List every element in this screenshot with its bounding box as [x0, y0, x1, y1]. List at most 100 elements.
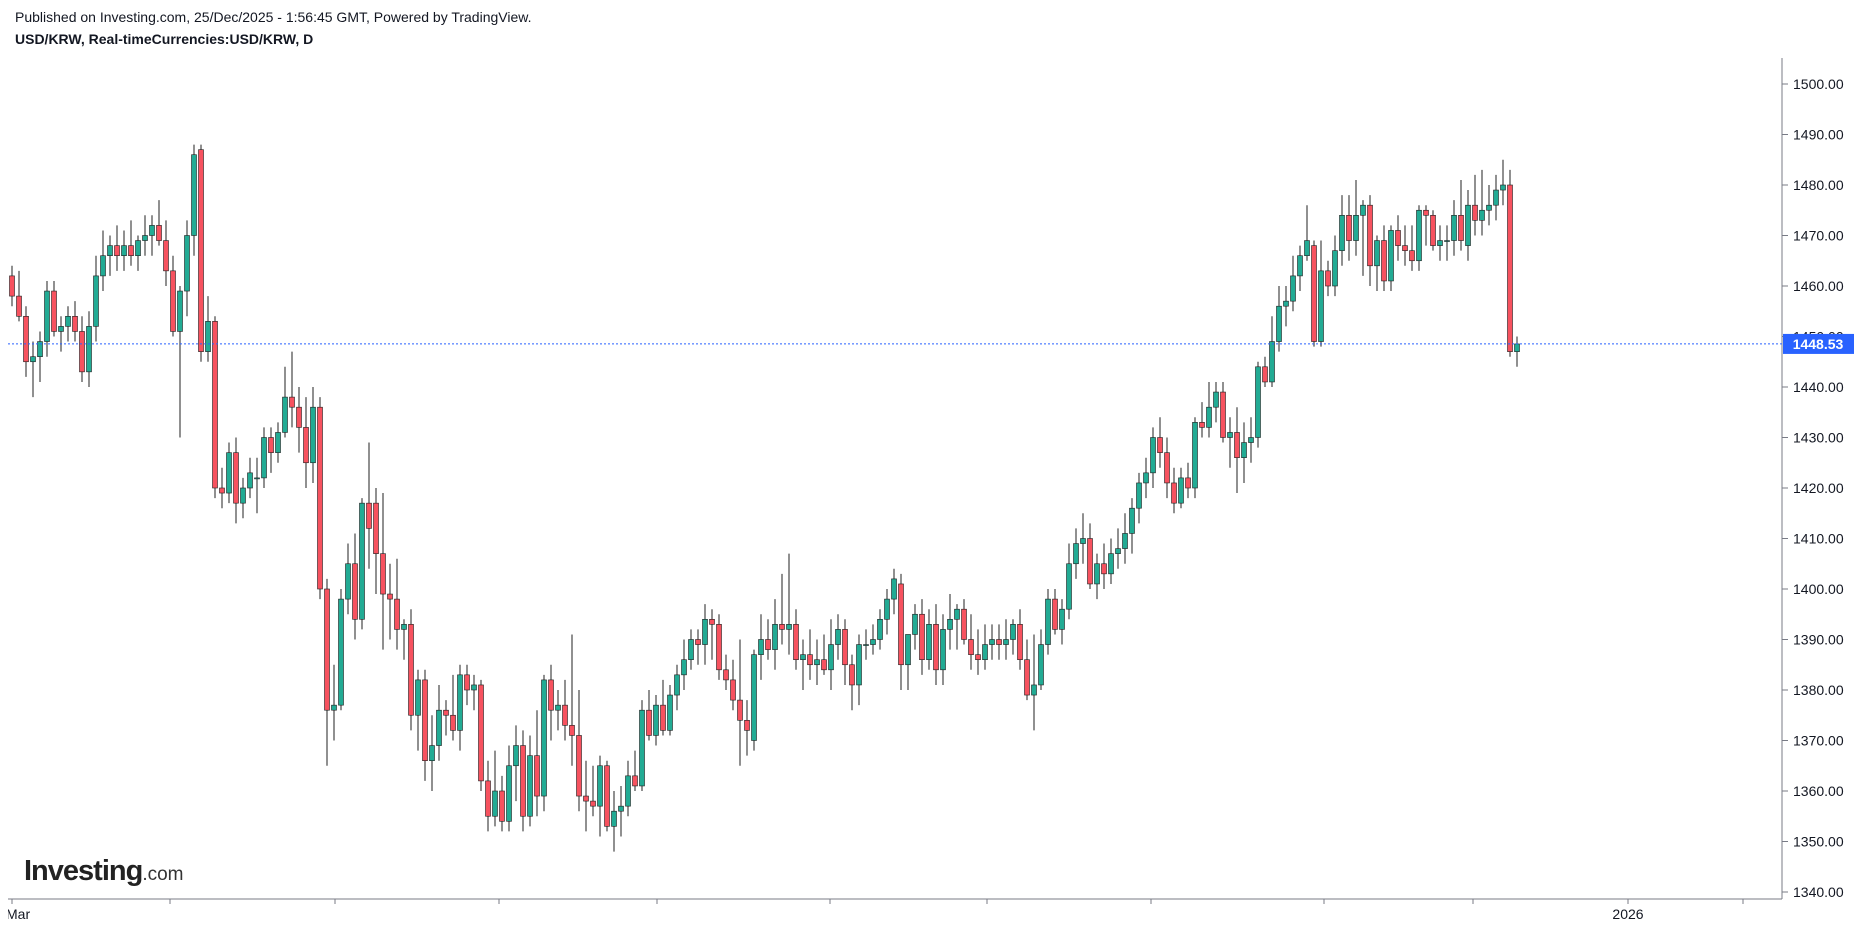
candle-up — [65, 315, 71, 327]
candle-down — [842, 629, 848, 666]
candle-up — [1374, 240, 1380, 267]
candle-up — [611, 810, 617, 827]
candle-down — [450, 714, 456, 731]
candle-up — [1360, 204, 1366, 216]
candle-down — [324, 588, 330, 711]
candle-up — [618, 805, 624, 812]
candle-up — [44, 290, 50, 342]
candle-up — [1297, 255, 1303, 277]
candle-down — [1381, 240, 1387, 282]
candle-down — [163, 240, 169, 272]
candle-down — [366, 502, 372, 529]
candle-down — [1164, 452, 1170, 484]
candle-down — [737, 699, 743, 721]
candle-up — [1339, 215, 1345, 251]
y-tick-label: 1420.00 — [1793, 480, 1844, 496]
candle-down — [821, 659, 827, 671]
candle-up — [1038, 644, 1044, 686]
candle-up — [1276, 305, 1282, 342]
candle-up — [275, 432, 281, 453]
candle-down — [1507, 184, 1513, 352]
candle-up — [926, 624, 932, 660]
candle-down — [1346, 215, 1352, 241]
candle-up — [177, 290, 183, 332]
candle-up — [1241, 442, 1247, 458]
candle-up — [1444, 240, 1450, 242]
candle-down — [1024, 659, 1030, 696]
candle-down — [695, 639, 701, 645]
candle-down — [156, 225, 162, 241]
candle-down — [765, 639, 771, 650]
candle-down — [1402, 245, 1408, 251]
candle-up — [639, 709, 645, 787]
candle-down — [1171, 482, 1177, 504]
candle-down — [289, 396, 295, 408]
candle-up — [758, 639, 764, 655]
candle-up — [100, 255, 106, 277]
candle-up — [863, 644, 869, 646]
candle-down — [1325, 270, 1331, 287]
candle-up — [835, 629, 841, 645]
candle-up — [856, 644, 862, 686]
candle-down — [793, 624, 799, 660]
candle-up — [905, 634, 911, 666]
candle-up — [947, 618, 953, 630]
candle-up — [1122, 533, 1128, 549]
candle-down — [464, 674, 470, 691]
candle-up — [1094, 563, 1100, 585]
candle-up — [254, 477, 260, 480]
candle-up — [1192, 422, 1198, 489]
candle-down — [1311, 245, 1317, 342]
candle-up — [58, 326, 64, 332]
candle-up — [107, 245, 113, 257]
candle-up — [1213, 391, 1219, 408]
candle-down — [268, 437, 274, 453]
candle-up — [1227, 432, 1233, 438]
candle-up — [1178, 477, 1184, 504]
candle-up — [912, 613, 918, 635]
candle-up — [1003, 639, 1009, 645]
candle-down — [919, 613, 925, 661]
candle-down — [1101, 563, 1107, 575]
candle-down — [779, 624, 785, 630]
candle-down — [730, 679, 736, 701]
investing-logo: Investing.com — [24, 855, 184, 888]
candle-down — [51, 290, 57, 332]
candle-down — [128, 245, 134, 257]
candle-up — [1143, 472, 1149, 484]
candle-up — [1353, 215, 1359, 241]
candle-down — [478, 684, 484, 782]
candle-up — [681, 659, 687, 676]
y-tick-label: 1370.00 — [1793, 733, 1844, 749]
candle-down — [583, 795, 589, 802]
candle-up — [870, 639, 876, 645]
candle-up — [338, 598, 344, 706]
candle-up — [702, 618, 708, 645]
candle-down — [632, 775, 638, 787]
candle-down — [9, 275, 15, 297]
y-tick-label: 1500.00 — [1793, 76, 1844, 92]
candle-up — [597, 765, 603, 807]
candle-down — [422, 679, 428, 762]
y-tick-label: 1350.00 — [1793, 834, 1844, 850]
candle-up — [954, 608, 960, 620]
candle-down — [212, 321, 218, 489]
candle-up — [1290, 275, 1296, 302]
candle-down — [1017, 624, 1023, 660]
candle-down — [443, 709, 449, 716]
candle-down — [660, 704, 666, 731]
candle-down — [898, 583, 904, 666]
candle-down — [380, 553, 386, 595]
candle-up — [1248, 437, 1254, 443]
candle-up — [1010, 624, 1016, 640]
candle-up — [1304, 240, 1310, 257]
candle-up — [436, 709, 442, 746]
candle-down — [387, 593, 393, 600]
candle-up — [674, 674, 680, 696]
candle-up — [1031, 684, 1037, 696]
candle-up — [184, 235, 190, 292]
candle-down — [996, 639, 1002, 645]
candle-down — [114, 245, 120, 257]
candle-down — [1430, 215, 1436, 246]
